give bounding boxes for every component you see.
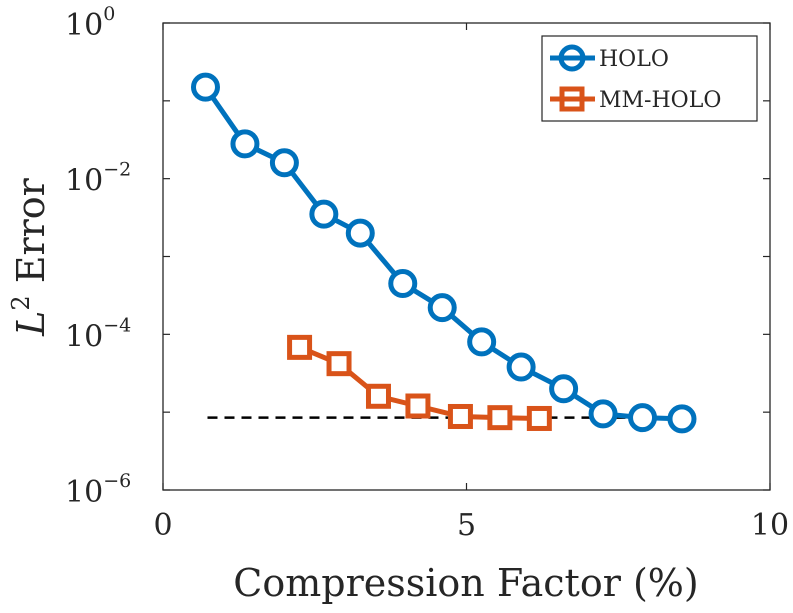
point-holo-9 bbox=[549, 374, 579, 404]
y-tick-label-exponent: 0 bbox=[103, 3, 115, 25]
point-holo-3 bbox=[309, 199, 339, 229]
point-holo-1 bbox=[230, 129, 260, 159]
y-tick-label-base: 10 bbox=[65, 475, 103, 510]
y-tick-label-exponent: −6 bbox=[103, 470, 131, 492]
point-mm-holo-2 bbox=[365, 383, 391, 409]
plot-frame bbox=[162, 22, 771, 491]
legend: HOLO MM-HOLO bbox=[541, 35, 758, 122]
point-holo-12 bbox=[667, 404, 697, 434]
y-tick-label-base: 10 bbox=[65, 164, 103, 199]
point-mm-holo-3 bbox=[405, 393, 431, 419]
x-tick-labels: 0 5 10 bbox=[153, 508, 789, 543]
legend-holo-label: HOLO bbox=[599, 47, 669, 72]
x-tick-label-1: 5 bbox=[457, 508, 476, 543]
legend-holo-marker bbox=[558, 44, 586, 72]
y-tick-label-1: 10−4 bbox=[65, 314, 131, 354]
y-tick-label-2: 10−2 bbox=[65, 159, 131, 199]
point-holo-0 bbox=[190, 72, 220, 102]
y-axis-title-text: Error bbox=[9, 177, 53, 295]
point-holo-4 bbox=[345, 218, 375, 248]
point-mm-holo-1 bbox=[326, 351, 352, 377]
point-holo-11 bbox=[628, 403, 658, 433]
x-axis-title: Compression Factor (%) bbox=[233, 561, 698, 605]
point-holo-10 bbox=[588, 399, 618, 429]
y-axis-title-exp: 2 bbox=[7, 295, 35, 310]
point-mm-holo-6 bbox=[526, 405, 552, 431]
series-layer bbox=[190, 72, 697, 434]
point-holo-6 bbox=[427, 293, 457, 323]
y-tick-label-exponent: −2 bbox=[103, 159, 131, 181]
point-holo-7 bbox=[467, 327, 497, 357]
y-tick-label-base: 10 bbox=[65, 8, 103, 43]
y-tick-label-exponent: −4 bbox=[103, 314, 131, 336]
point-mm-holo-4 bbox=[447, 403, 473, 429]
x-tick-label-0: 0 bbox=[153, 508, 172, 543]
y-axis-title-var: L bbox=[9, 311, 53, 337]
x-tick-label-2: 10 bbox=[751, 508, 789, 543]
point-mm-holo-5 bbox=[487, 405, 513, 431]
point-holo-2 bbox=[269, 148, 299, 178]
legend-mmholo-marker bbox=[559, 86, 585, 112]
point-mm-holo-0 bbox=[287, 334, 313, 360]
point-holo-8 bbox=[506, 352, 536, 382]
legend-mmholo-label: MM-HOLO bbox=[599, 88, 721, 113]
y-tick-label-0: 10−6 bbox=[65, 470, 131, 510]
y-tick-label-base: 10 bbox=[65, 319, 103, 354]
point-holo-5 bbox=[388, 268, 418, 298]
y-tick-label-3: 100 bbox=[65, 3, 115, 43]
y-axis-title: L2 Error bbox=[7, 177, 53, 337]
